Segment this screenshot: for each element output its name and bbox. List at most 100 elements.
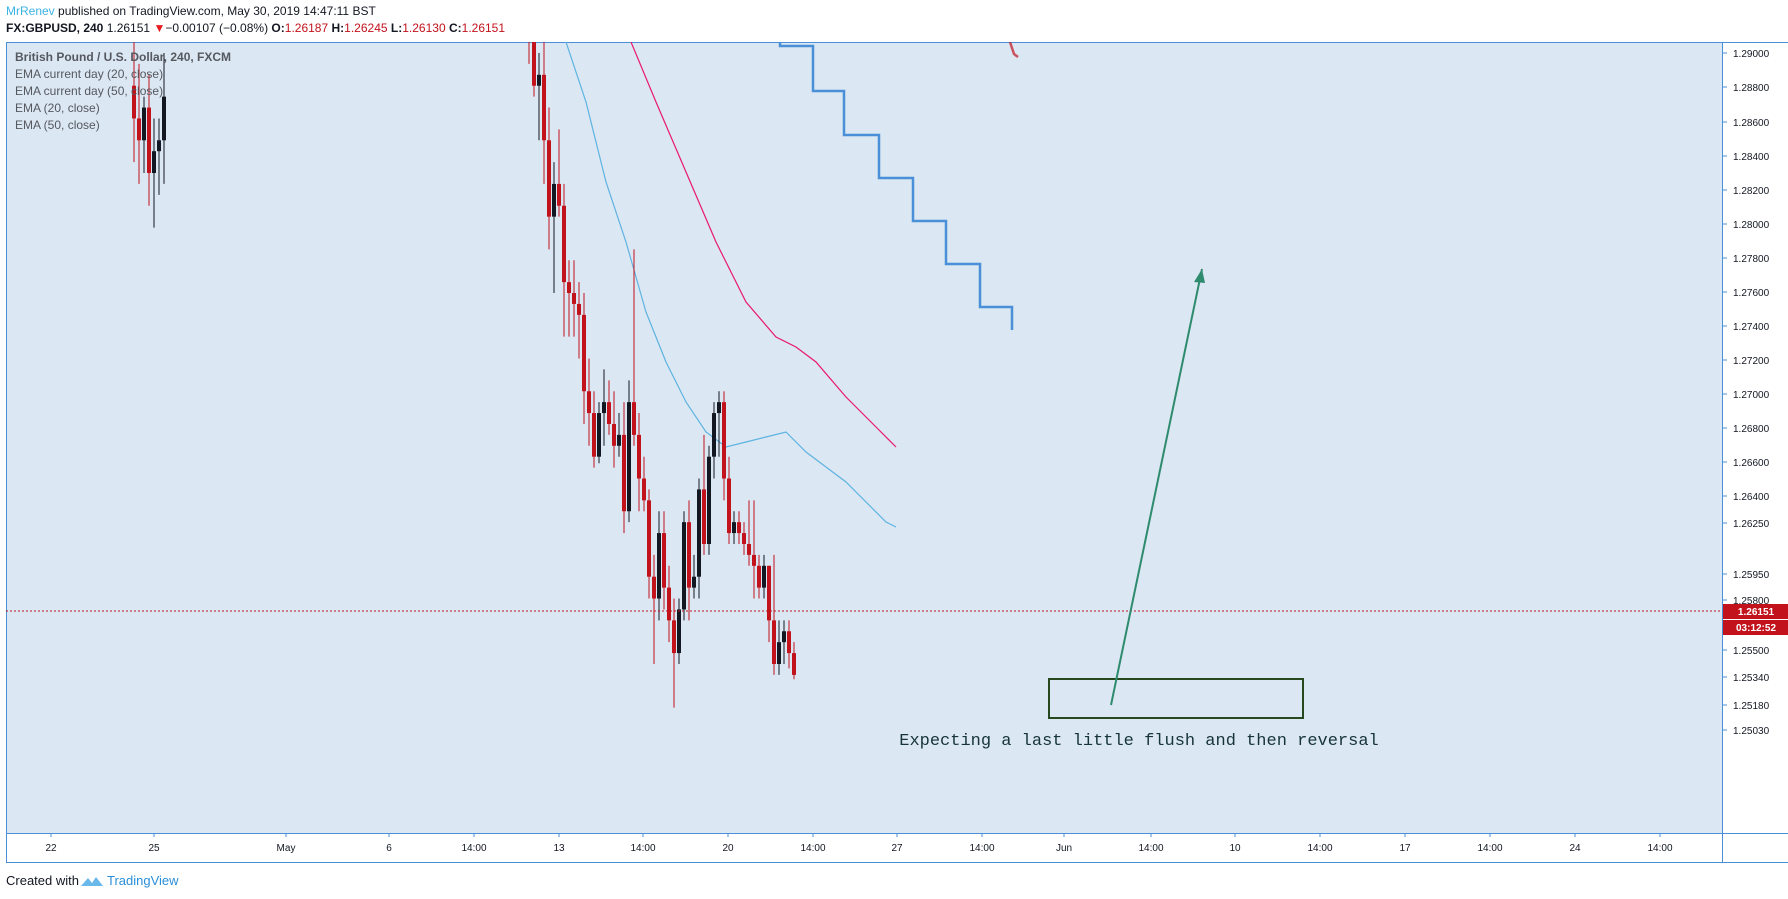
candle-body (762, 565, 766, 588)
candle (702, 434, 706, 555)
candle (662, 511, 666, 610)
candle-body (792, 653, 796, 675)
candle-body (722, 402, 726, 479)
legend-item[interactable]: EMA (50, close) (15, 118, 100, 132)
candle (657, 511, 661, 621)
open-label: O: (271, 21, 285, 35)
candle-body (672, 620, 676, 654)
candle (152, 118, 156, 228)
candle-body (717, 402, 721, 414)
candle-body (557, 183, 561, 206)
time-tick-label: 25 (148, 843, 160, 854)
candle-body (757, 565, 761, 588)
time-tick-label: 27 (891, 843, 903, 854)
candle-body (542, 74, 546, 141)
candle (157, 118, 161, 195)
candle (557, 129, 561, 217)
candle-body (637, 434, 641, 479)
time-tick-label: 10 (1229, 843, 1241, 854)
candle-body (142, 107, 146, 141)
target-zone-box[interactable] (1048, 678, 1304, 719)
candle (577, 282, 581, 359)
reversal-arrow-line[interactable] (1110, 268, 1203, 706)
candle-body (627, 402, 631, 512)
price-tag-box (1723, 604, 1788, 619)
candle (787, 620, 791, 669)
time-tick-label: 14:00 (461, 843, 486, 854)
candle-body (747, 543, 751, 555)
candle (772, 554, 776, 675)
price-tick-label: 1.25180 (1733, 701, 1770, 712)
candle (747, 500, 751, 566)
price-tick-label: 1.28200 (1733, 186, 1770, 197)
price-chart[interactable]: 1.29000 1.28800 1.28600 1.28400 1.28200 1.280… (6, 42, 1788, 863)
price-tick-label: 1.27400 (1733, 322, 1770, 333)
candle (762, 554, 766, 599)
candle (642, 456, 646, 512)
candle-body (692, 576, 696, 588)
candle (527, 42, 531, 64)
candle (552, 162, 556, 294)
price-tick-label: 1.25340 (1733, 673, 1770, 684)
candle-body (737, 522, 741, 534)
legend-item[interactable]: British Pound / U.S. Dollar, 240, FXCM (15, 50, 231, 64)
price-tick-label: 1.26400 (1733, 492, 1770, 503)
candle-body (597, 413, 601, 457)
price-tick-label: 1.29000 (1733, 49, 1770, 60)
candle-body (697, 489, 701, 577)
legend-item[interactable]: EMA current day (20, close) (15, 67, 163, 81)
candle-body (577, 303, 581, 315)
annotation-text[interactable]: Expecting a last little flush and then r… (899, 732, 1378, 751)
time-tick-label: 14:00 (1307, 843, 1332, 854)
candle (732, 511, 736, 544)
candle (707, 445, 711, 555)
candle (767, 565, 771, 643)
candle (547, 107, 551, 250)
candle (607, 380, 611, 435)
ema-daily-20-line (778, 42, 1014, 330)
candle (622, 402, 626, 534)
candle (687, 500, 691, 621)
candle (727, 456, 731, 544)
candle-body (687, 522, 691, 588)
chart-frame[interactable]: 1.29000 1.28800 1.28600 1.28400 1.28200 1.280… (6, 42, 1788, 863)
candle (677, 598, 681, 664)
candle (752, 500, 756, 599)
candle-body (567, 282, 571, 294)
author-link[interactable]: MrRenev (6, 4, 55, 18)
price-tick-label: 1.25950 (1733, 570, 1770, 581)
candle (142, 96, 146, 174)
candle-body (587, 391, 591, 414)
close-value: 1.26151 (461, 21, 506, 35)
tradingview-link[interactable]: TradingView (106, 873, 179, 888)
high-label: H: (331, 21, 345, 35)
time-tick-label: 17 (1399, 843, 1411, 854)
time-tick-label: 13 (553, 843, 565, 854)
candle (637, 413, 641, 512)
candle (722, 391, 726, 501)
low-label: L: (390, 21, 403, 35)
high-value: 1.26245 (344, 21, 388, 35)
price-tick-label: 1.28000 (1733, 220, 1770, 231)
legend-item[interactable]: EMA (20, close) (15, 101, 100, 115)
candle (717, 391, 721, 457)
candle (672, 598, 676, 708)
candle-body (677, 609, 681, 654)
time-tick-label: 20 (722, 843, 734, 854)
price-tick-label: 1.26250 (1733, 519, 1770, 530)
candle-body (727, 478, 731, 534)
candle-body (607, 402, 611, 424)
candle (737, 511, 741, 544)
time-tick-label: 6 (386, 843, 392, 854)
candle-body (667, 587, 671, 621)
candle-body (632, 402, 636, 435)
candle (537, 53, 541, 141)
candle-body (537, 74, 541, 86)
time-tick-label: May (277, 843, 296, 854)
candle (712, 402, 716, 479)
candle-body (647, 500, 651, 577)
candle-body (612, 423, 616, 446)
legend-item[interactable]: EMA current day (50, close) (15, 84, 163, 98)
time-tick-label: 14:00 (800, 843, 825, 854)
candle (652, 554, 656, 664)
